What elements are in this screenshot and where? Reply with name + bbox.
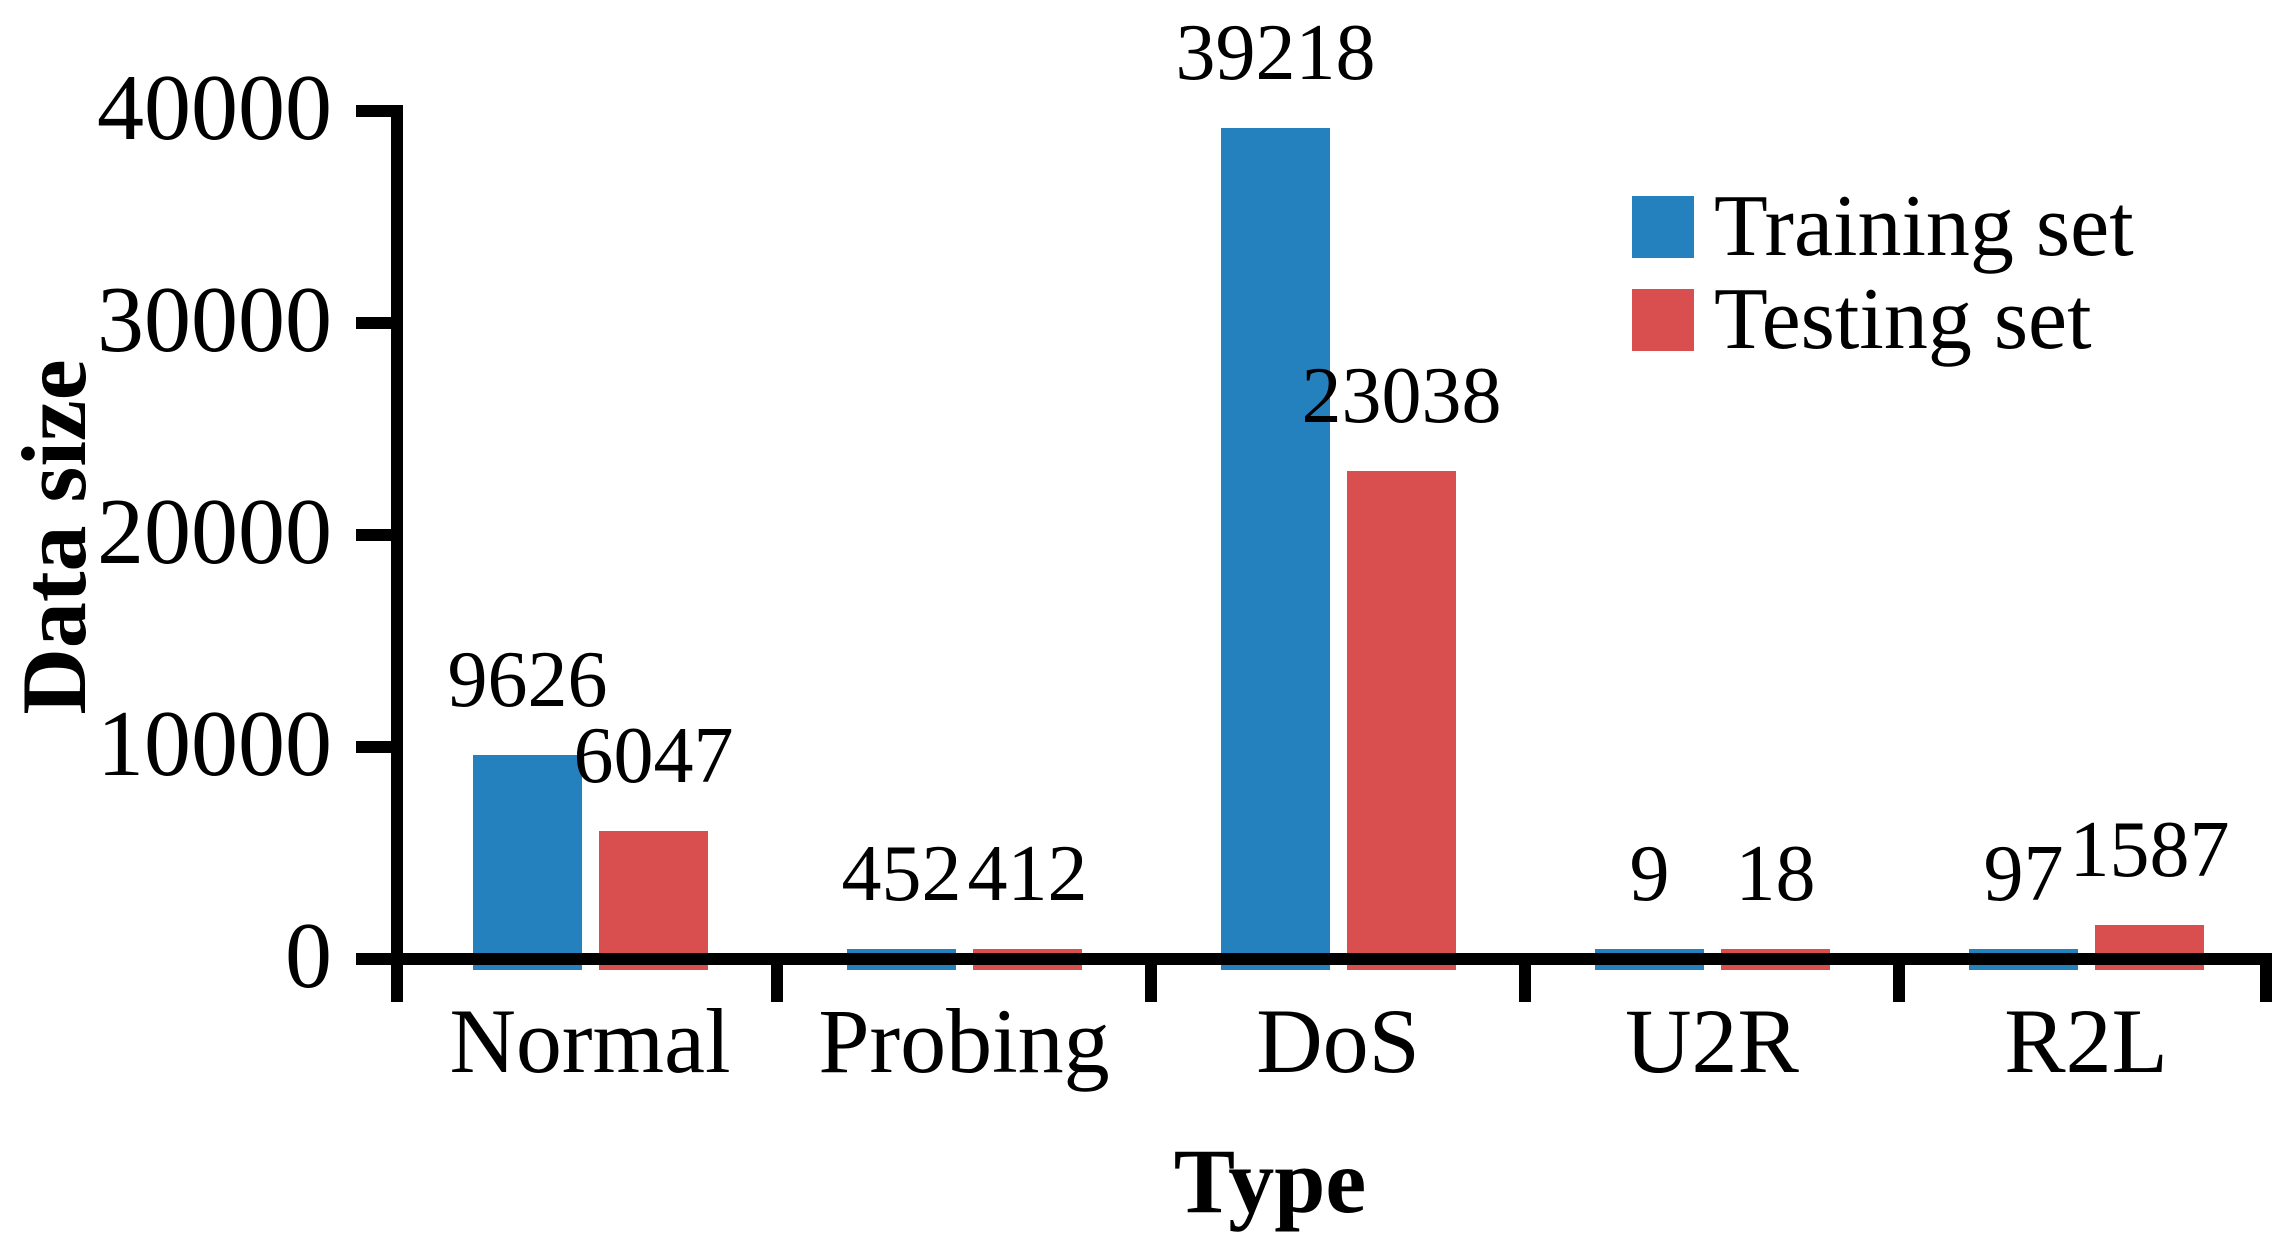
bar-value-label: 18 xyxy=(1735,830,1816,918)
bar-value-label: 1587 xyxy=(2069,806,2230,895)
x-axis-title: Type xyxy=(1173,1130,1367,1232)
y-tick-label: 20000 xyxy=(97,480,332,584)
bar-value-label: 6047 xyxy=(573,711,734,800)
y-axis-line xyxy=(391,105,403,1002)
bar-value-label: 9 xyxy=(1629,830,1670,918)
y-tick-label: 10000 xyxy=(97,692,332,796)
y-tick-label: 0 xyxy=(285,904,332,1008)
y-tick xyxy=(356,105,391,117)
category-label: Probing xyxy=(818,990,1110,1092)
x-tick xyxy=(771,965,783,1002)
y-tick-label: 40000 xyxy=(97,56,332,160)
legend-label: Training set xyxy=(1714,178,2134,275)
bar xyxy=(599,830,708,970)
bar-value-label: 412 xyxy=(967,830,1088,918)
bar xyxy=(473,754,582,970)
x-tick xyxy=(1893,965,1905,1002)
legend-swatch xyxy=(1632,196,1694,258)
category-label: U2R xyxy=(1625,990,1799,1092)
legend-swatch xyxy=(1632,289,1694,351)
bar xyxy=(1221,127,1330,970)
x-tick xyxy=(1145,965,1157,1002)
bar-value-label: 97 xyxy=(1983,830,2064,918)
y-tick xyxy=(356,529,391,541)
x-tick xyxy=(2260,965,2272,1002)
legend: Training set Testing set xyxy=(1632,182,2134,368)
legend-label: Testing set xyxy=(1714,271,2092,368)
x-tick xyxy=(1519,965,1531,1002)
y-tick-label: 30000 xyxy=(97,268,332,372)
x-axis-line xyxy=(391,953,2272,965)
bar xyxy=(1347,470,1456,970)
y-tick xyxy=(356,741,391,753)
bar-value-label: 39218 xyxy=(1175,8,1376,97)
bar-value-label: 23038 xyxy=(1301,351,1502,440)
category-label: DoS xyxy=(1256,990,1420,1092)
bar-value-label: 452 xyxy=(841,830,962,918)
legend-item: Testing set xyxy=(1632,275,2134,365)
y-tick xyxy=(356,953,391,965)
bar-value-label: 9626 xyxy=(447,635,608,724)
category-label: Normal xyxy=(449,990,731,1092)
y-tick xyxy=(356,317,391,329)
category-label: R2L xyxy=(2004,990,2168,1092)
legend-item: Training set xyxy=(1632,182,2134,272)
